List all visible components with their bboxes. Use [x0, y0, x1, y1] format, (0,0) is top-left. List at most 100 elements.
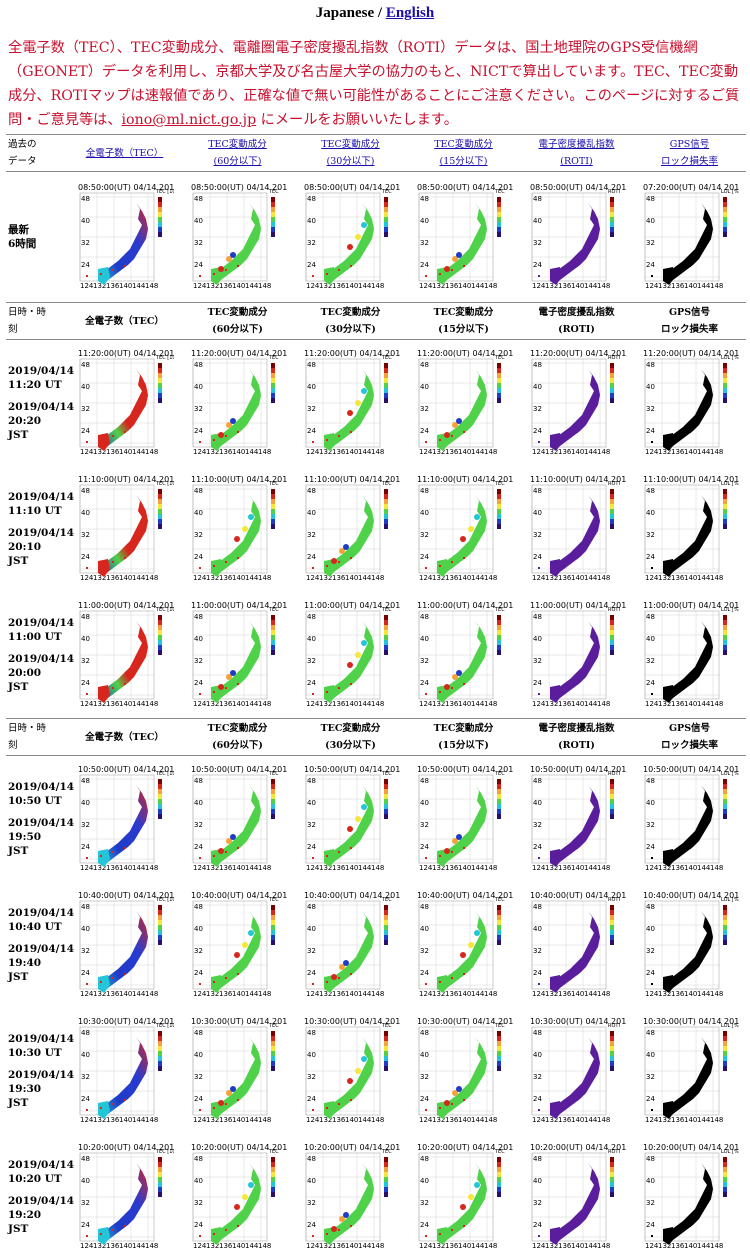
- ionosphere-map-tec60[interactable]: 10:40:00(UT) 04/14 2019 48 40 32 24 124 132 136…: [189, 891, 287, 999]
- lat-tick: 48: [533, 613, 542, 621]
- ionosphere-map-tec30[interactable]: 10:20:00(UT) 04/14 2019 48 40 32 24 124 132 136…: [302, 1143, 400, 1251]
- ionosphere-map-tec15[interactable]: 10:50:00(UT) 04/14 2019 48 40 32 24 124 132 136…: [415, 765, 513, 873]
- header-col-line[interactable]: TEC変動成分: [321, 139, 380, 150]
- header-col-2[interactable]: TEC変動成分 (30分以下): [294, 134, 407, 172]
- ionosphere-map-tec60[interactable]: 10:30:00(UT) 04/14 2019 48 40 32 24 124 132 136…: [189, 1017, 287, 1125]
- header-col-0[interactable]: 全電子数（TEC）: [68, 134, 181, 172]
- lon-tick: 140: [458, 864, 471, 872]
- header-col-line[interactable]: 電子密度擾乱指数: [538, 139, 615, 150]
- header-col-4: 電子密度擾乱指数 (ROTI): [520, 718, 633, 756]
- ionosphere-map-tec60[interactable]: 11:20:00(UT) 04/14 2019 48 40 32 24 124 132 136…: [189, 349, 287, 457]
- ionosphere-map-tec15[interactable]: 11:20:00(UT) 04/14 2019 48 40 32 24 124 132 136…: [415, 349, 513, 457]
- lon-tick: 136: [106, 448, 120, 456]
- ionosphere-map-tec15[interactable]: 10:30:00(UT) 04/14 2019 48 40 32 24 124 132 136…: [415, 1017, 513, 1125]
- header-col-line[interactable]: (60分以下): [213, 156, 262, 167]
- ionosphere-map-tec30[interactable]: 11:00:00(UT) 04/14 2019 48 40 32 24 124 132 136…: [302, 601, 400, 709]
- header-col-4[interactable]: 電子密度擾乱指数 (ROTI): [520, 134, 633, 172]
- ionosphere-map-lol[interactable]: 10:40:00(UT) 04/14 2019 48 40 32 24 124 132 136…: [641, 891, 739, 999]
- lat-tick: 48: [194, 1155, 203, 1163]
- ionosphere-map-roti[interactable]: 11:00:00(UT) 04/14 2019 48 40 32 24 124 132 136…: [528, 601, 626, 709]
- ionosphere-map-lol[interactable]: 11:20:00(UT) 04/14 2019 48 40 32 24 124 132 136…: [641, 349, 739, 457]
- ionosphere-map-tec15[interactable]: 11:00:00(UT) 04/14 2019 48 40 32 24 124 132 136…: [415, 601, 513, 709]
- ionosphere-map-tec60[interactable]: 11:10:00(UT) 04/14 2019 48 40 32 24 124 132 136…: [189, 475, 287, 583]
- japan-land: [549, 1037, 600, 1119]
- ionosphere-map-tec15[interactable]: 11:10:00(UT) 04/14 2019 48 40 32 24 124 132 136…: [415, 475, 513, 583]
- lat-tick: 24: [194, 969, 203, 977]
- lat-tick: 40: [646, 383, 655, 391]
- ionosphere-map-tec[interactable]: 10:50:00(UT) 04/14 2019 48 40 32 24 124 132 136…: [76, 765, 174, 873]
- ionosphere-map-roti[interactable]: 10:30:00(UT) 04/14 2019 48 40 32 24 124 132 136…: [528, 1017, 626, 1125]
- ionosphere-map-roti[interactable]: 10:20:00(UT) 04/14 2019 48 40 32 24 124 132 136…: [528, 1143, 626, 1251]
- lon-tick: 144: [245, 1116, 259, 1124]
- japan-land: [210, 369, 261, 451]
- ionosphere-map-tec[interactable]: 11:10:00(UT) 04/14 2019 48 40 32 24 124 132 136…: [76, 475, 174, 583]
- lat-tick: 48: [307, 903, 316, 911]
- ionosphere-map-roti[interactable]: 10:40:00(UT) 04/14 2019 48 40 32 24 124 132 136…: [528, 891, 626, 999]
- lon-tick: 124: [419, 574, 433, 582]
- map-timestamp: 11:00:00(UT) 04/14 2019: [78, 601, 174, 610]
- ionosphere-map-lol[interactable]: 11:10:00(UT) 04/14 2019 48 40 32 24 124 132 136…: [641, 475, 739, 583]
- ionosphere-map-lol[interactable]: 07:20:00(UT) 04/14 2019 48 40 32 24 124 132 136…: [641, 183, 739, 291]
- ionosphere-map-tec[interactable]: 10:20:00(UT) 04/14 2019 48 40 32 24 124 132 136…: [76, 1143, 174, 1251]
- header-col-line[interactable]: (ROTI): [560, 156, 593, 167]
- ionosphere-map-tec30[interactable]: 08:50:00(UT) 04/14 2019 48 40 32 24 124 132 136…: [302, 183, 400, 291]
- ionosphere-map-tec60[interactable]: 08:50:00(UT) 04/14 2019 48 40 32 24 124 132 136…: [189, 183, 287, 291]
- ionosphere-map-tec60[interactable]: 10:20:00(UT) 04/14 2019 48 40 32 24 124 132 136…: [189, 1143, 287, 1251]
- ionosphere-map-lol[interactable]: 10:30:00(UT) 04/14 2019 48 40 32 24 124 132 136…: [641, 1017, 739, 1125]
- ionosphere-map-tec60[interactable]: 10:50:00(UT) 04/14 2019 48 40 32 24 124 132 136…: [189, 765, 287, 873]
- header-col-1[interactable]: TEC変動成分 (60分以下): [181, 134, 294, 172]
- header-col-line[interactable]: TEC変動成分: [208, 139, 267, 150]
- ionosphere-map-tec[interactable]: 08:50:00(UT) 04/14 2019 48 40 32 24 124 132 136…: [76, 183, 174, 291]
- header-col-5[interactable]: GPS信号ロック損失率: [633, 134, 746, 172]
- ionosphere-map-tec15[interactable]: 10:40:00(UT) 04/14 2019 48 40 32 24 124 132 136…: [415, 891, 513, 999]
- ionosphere-map-tec15[interactable]: 10:20:00(UT) 04/14 2019 48 40 32 24 124 132 136…: [415, 1143, 513, 1251]
- header-col-line[interactable]: GPS信号: [669, 139, 710, 150]
- ionosphere-map-tec[interactable]: 10:40:00(UT) 04/14 2019 48 40 32 24 124 132 136…: [76, 891, 174, 999]
- ionosphere-map-tec30[interactable]: 10:40:00(UT) 04/14 2019 48 40 32 24 124 132 136…: [302, 891, 400, 999]
- ionosphere-map-lol[interactable]: 11:00:00(UT) 04/14 2019 48 40 32 24 124 132 136…: [641, 601, 739, 709]
- header-label: 日時・時刻: [6, 302, 68, 340]
- ionosphere-map-tec[interactable]: 11:00:00(UT) 04/14 2019 48 40 32 24 124 132 136…: [76, 601, 174, 709]
- ut-line: 10:40 UT: [8, 921, 62, 933]
- ionosphere-map-tec30[interactable]: 11:10:00(UT) 04/14 2019 48 40 32 24 124 132 136…: [302, 475, 400, 583]
- ionosphere-map-tec15[interactable]: 08:50:00(UT) 04/14 2019 48 40 32 24 124 132 136…: [415, 183, 513, 291]
- lon-tick: 140: [571, 1116, 584, 1124]
- ionosphere-map-tec30[interactable]: 11:20:00(UT) 04/14 2019 48 40 32 24 124 132 136…: [302, 349, 400, 457]
- ionosphere-map-lol[interactable]: 10:50:00(UT) 04/14 2019 48 40 32 24 124 132 136…: [641, 765, 739, 873]
- header-col-line[interactable]: TEC変動成分: [434, 139, 493, 150]
- header-label-line: 刻: [8, 740, 18, 751]
- ionosphere-map-tec30[interactable]: 10:30:00(UT) 04/14 2019 48 40 32 24 124 132 136…: [302, 1017, 400, 1125]
- ionosphere-map-lol[interactable]: 10:20:00(UT) 04/14 2019 48 40 32 24 124 132 136…: [641, 1143, 739, 1251]
- lon-tick: 132: [319, 1242, 332, 1250]
- header-col-line[interactable]: 全電子数（TEC）: [85, 147, 164, 159]
- lat-tick: 40: [646, 1177, 655, 1185]
- lon-tick: 140: [232, 864, 245, 872]
- ionosphere-map-roti[interactable]: 11:10:00(UT) 04/14 2019 48 40 32 24 124 132 136…: [528, 475, 626, 583]
- scale-label: ROTI: [608, 771, 620, 777]
- colorbar: [383, 1031, 388, 1071]
- header-label-line: 刻: [8, 324, 18, 335]
- ionosphere-map-tec60[interactable]: 11:00:00(UT) 04/14 2019 48 40 32 24 124 132 136…: [189, 601, 287, 709]
- english-link[interactable]: English: [385, 5, 435, 21]
- lon-tick: 124: [80, 574, 94, 582]
- header-col-line[interactable]: ロック損失率: [660, 156, 718, 167]
- header-col-3[interactable]: TEC変動成分 (15分以下): [407, 134, 520, 172]
- header-col-line[interactable]: (30分以下): [326, 156, 375, 167]
- ionosphere-map-roti[interactable]: 11:20:00(UT) 04/14 2019 48 40 32 24 124 132 136…: [528, 349, 626, 457]
- ionosphere-map-tec[interactable]: 11:20:00(UT) 04/14 2019 48 40 32 24 124 132 136…: [76, 349, 174, 457]
- scale-label: LOL [%]: [721, 771, 739, 777]
- ionosphere-map-roti[interactable]: 10:50:00(UT) 04/14 2019 48 40 32 24 124 132 136…: [528, 765, 626, 873]
- map-timestamp: 10:20:00(UT) 04/14 2019: [191, 1143, 287, 1152]
- lat-tick: 32: [81, 531, 90, 539]
- map-cell: 10:20:00(UT) 04/14 2019 48 40 32 24 124 132 136…: [407, 1134, 520, 1260]
- scale-label: TEC: [381, 607, 392, 613]
- colorbar: [609, 197, 614, 237]
- ionosphere-map-tec[interactable]: 10:30:00(UT) 04/14 2019 48 40 32 24 124 132 136…: [76, 1017, 174, 1125]
- email-link[interactable]: iono@ml.nict.go.jp: [121, 112, 257, 128]
- ionosphere-map-roti[interactable]: 08:50:00(UT) 04/14 2019 48 40 32 24 124 132 136…: [528, 183, 626, 291]
- lon-tick: 140: [458, 574, 471, 582]
- map-timestamp: 10:50:00(UT) 04/14 2019: [78, 765, 174, 774]
- header-col-line[interactable]: (15分以下): [439, 156, 488, 167]
- lon-tick: 140: [571, 1242, 584, 1250]
- ionosphere-map-tec30[interactable]: 10:50:00(UT) 04/14 2019 48 40 32 24 124 132 136…: [302, 765, 400, 873]
